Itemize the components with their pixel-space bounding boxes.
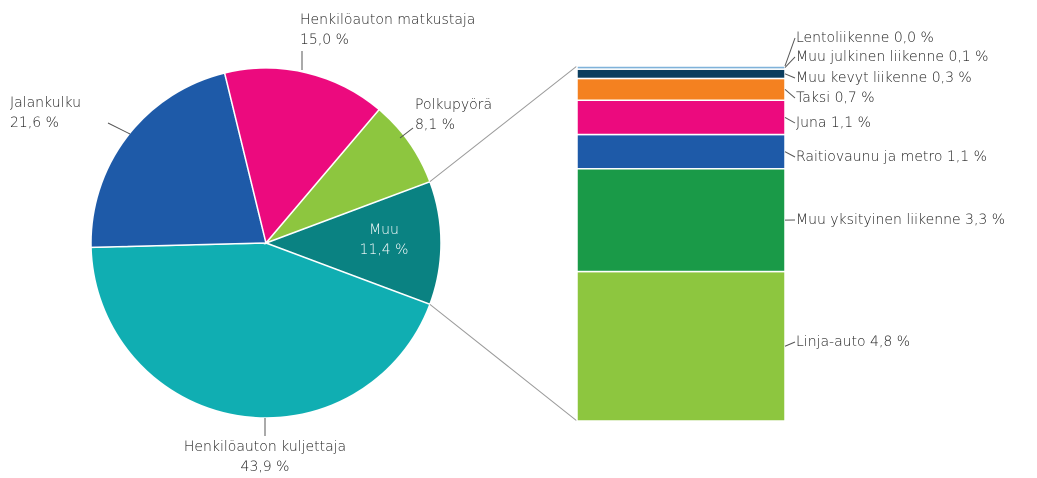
label-leader (399, 127, 414, 139)
segment-value: 0,7 % (835, 90, 875, 106)
label-leader (784, 88, 796, 99)
pie-slice (263, 108, 431, 245)
slice-value: 8,1 % (415, 117, 455, 133)
segment-label: Lentoliikenne 0,0 % (796, 30, 934, 46)
bar-segment (576, 270, 786, 422)
slice-value: 43,9 % (241, 459, 290, 475)
label-leader (784, 56, 796, 68)
pie-slice (90, 72, 267, 249)
bar-segment (576, 77, 786, 102)
segment-label: Juna 1,1 % (796, 115, 871, 131)
segment-value: 1,1 % (831, 115, 871, 131)
segment-label: Linja-auto 4,8 % (796, 334, 910, 350)
slice-value: 21,6 % (10, 115, 59, 131)
slice-label: Henkilöauton kuljettaja (184, 439, 346, 455)
slice-label: Muu (369, 222, 399, 238)
segment-name: Raitiovaunu ja metro (796, 149, 942, 165)
label-leader (784, 341, 796, 347)
bar-segment (576, 99, 786, 136)
connector (429, 303, 578, 422)
segment-value: 0,1 % (948, 49, 988, 65)
segment-label: Muu kevyt liikenne 0,3 % (796, 70, 972, 86)
connector (429, 65, 578, 183)
segment-name: Muu julkinen liikenne (796, 49, 944, 65)
slice-label: Polkupyörä (415, 97, 492, 113)
bar-segment (576, 65, 786, 70)
segment-label: Taksi 0,7 % (796, 90, 875, 106)
label-leader (784, 37, 796, 67)
segment-value: 1,1 % (947, 149, 987, 165)
segment-label: Muu yksityinen liikenne 3,3 % (796, 212, 1005, 228)
segment-value: 0,3 % (932, 70, 972, 86)
slice-label: Jalankulku (10, 95, 81, 111)
segment-label: Muu julkinen liikenne 0,1 % (796, 49, 988, 65)
label-leader (784, 151, 796, 158)
slice-value: 15,0 % (300, 32, 349, 48)
segment-name: Muu kevyt liikenne (796, 70, 927, 86)
segment-name: Taksi (796, 90, 830, 106)
segment-name: Lentoliikenne (796, 30, 889, 46)
pie-slice (263, 180, 442, 306)
bar-segment (576, 133, 786, 170)
label-leader (784, 116, 796, 124)
label-leader (784, 73, 796, 79)
segment-value: 3,3 % (965, 212, 1005, 228)
segment-value: 0,0 % (894, 30, 934, 46)
bar-segment (576, 68, 786, 80)
pie-slice (223, 67, 381, 245)
segment-name: Muu yksityinen liikenne (796, 212, 961, 228)
segment-name: Juna (796, 115, 826, 131)
slice-value: 11,4 % (360, 242, 409, 258)
segment-label: Raitiovaunu ja metro 1,1 % (796, 149, 987, 165)
pie-slice (90, 242, 431, 419)
slice-label: Henkilöauton matkustaja (300, 12, 475, 28)
bar-segment (576, 168, 786, 273)
label-leader (107, 122, 131, 135)
segment-value: 4,8 % (870, 334, 910, 350)
segment-name: Linja-auto (796, 334, 866, 350)
